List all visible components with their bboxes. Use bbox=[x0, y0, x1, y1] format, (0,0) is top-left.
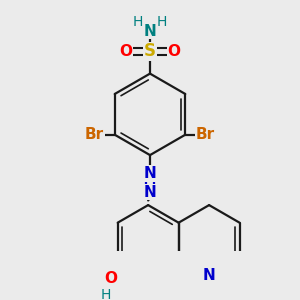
Text: Br: Br bbox=[196, 127, 215, 142]
Text: N: N bbox=[203, 268, 215, 283]
Text: N: N bbox=[144, 184, 156, 200]
Text: H: H bbox=[133, 15, 143, 29]
Text: O: O bbox=[168, 44, 181, 59]
Text: H: H bbox=[157, 15, 167, 29]
Text: S: S bbox=[144, 42, 156, 60]
Text: O: O bbox=[104, 271, 117, 286]
Text: Br: Br bbox=[85, 127, 104, 142]
Text: N: N bbox=[144, 166, 156, 181]
Text: H: H bbox=[100, 288, 111, 300]
Text: O: O bbox=[119, 44, 132, 59]
Text: N: N bbox=[144, 23, 156, 38]
